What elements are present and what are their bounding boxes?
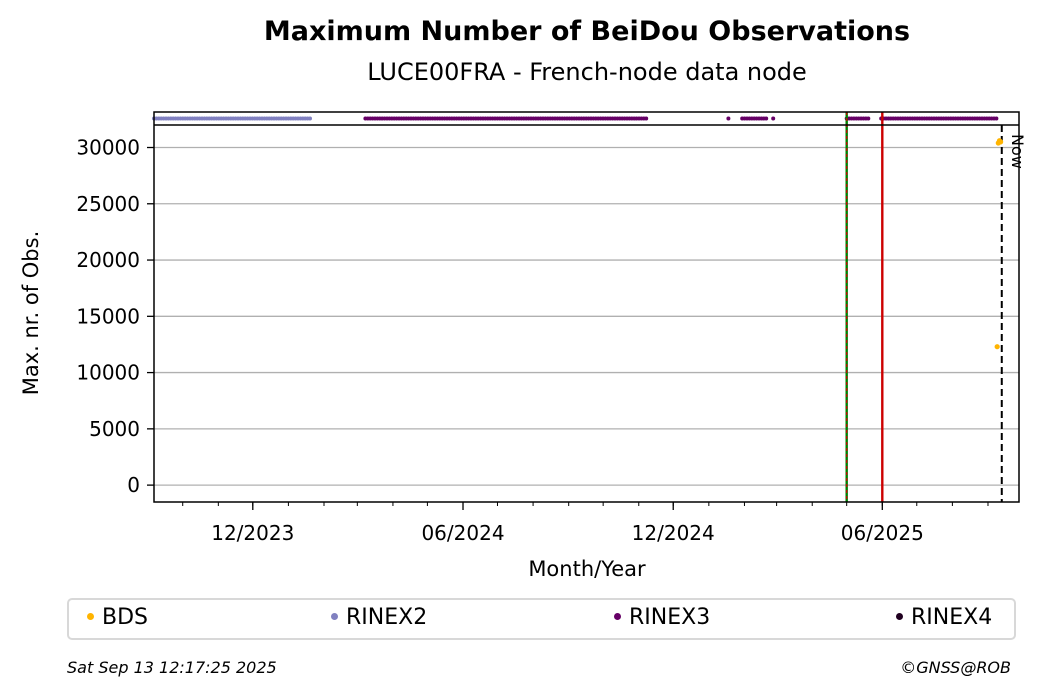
legend-label: RINEX4 — [911, 605, 993, 630]
availability-dot — [726, 116, 731, 121]
availability-dot — [644, 116, 649, 121]
legend-item-rinex4: RINEX4 — [896, 605, 992, 630]
now-label: Now — [1008, 134, 1027, 169]
availability-dot — [866, 116, 871, 121]
legend-marker-icon — [331, 612, 338, 620]
x-axis-label: Month/Year — [528, 557, 646, 581]
credit: ©GNSS@ROB — [900, 658, 1011, 677]
y-tick-label: 25000 — [76, 192, 140, 216]
chart-svg: Now 0 5000 10000 15000 20000 25000 30000 12/202… — [19, 111, 1027, 581]
legend-item-rinex3: RINEX3 — [614, 605, 710, 630]
legend-label: RINEX3 — [629, 605, 711, 630]
legend-marker-icon — [896, 612, 903, 620]
legend-label: BDS — [102, 605, 148, 630]
y-tick-label: 10000 — [76, 361, 140, 385]
x-tick-label: 06/2025 — [841, 521, 924, 545]
legend-marker-icon — [87, 612, 94, 620]
x-tick-label: 12/2024 — [632, 521, 715, 545]
bds-point — [998, 139, 1004, 145]
grid-lines — [154, 146, 1019, 486]
availability-dot — [771, 116, 776, 121]
legend-item-bds: BDS — [87, 605, 148, 630]
bds-point — [994, 344, 1000, 350]
event-lines: Now — [845, 112, 1027, 502]
y-axis-label: Max. nr. of Obs. — [19, 231, 43, 396]
legend-item-rinex2: RINEX2 — [331, 605, 427, 630]
availability-dot — [308, 116, 312, 121]
y-tick-label: 0 — [127, 473, 140, 497]
axes: 0 5000 10000 15000 20000 25000 30000 12/2023 06/… — [76, 111, 1020, 545]
plot-frame — [153, 111, 1020, 503]
chart-subtitle: LUCE00FRA - French-node data node — [367, 58, 807, 86]
x-tick-label: 06/2024 — [421, 521, 504, 545]
legend: BDS RINEX2 RINEX3 RINEX4 — [67, 598, 1016, 640]
availability-dot — [764, 116, 769, 121]
y-tick-label: 30000 — [76, 136, 140, 160]
y-tick-label: 15000 — [76, 304, 140, 328]
y-tick-label: 20000 — [76, 248, 140, 272]
legend-marker-icon — [614, 612, 621, 620]
y-tick-label: 5000 — [89, 417, 140, 441]
chart-title: Maximum Number of BeiDou Observations — [263, 16, 911, 47]
legend-label: RINEX2 — [346, 605, 428, 630]
x-tick-label: 12/2023 — [211, 521, 294, 545]
availability-strip — [152, 116, 999, 121]
availability-dot — [994, 116, 999, 121]
timestamp: Sat Sep 13 12:17:25 2025 — [67, 658, 277, 677]
data-points — [994, 138, 1004, 350]
